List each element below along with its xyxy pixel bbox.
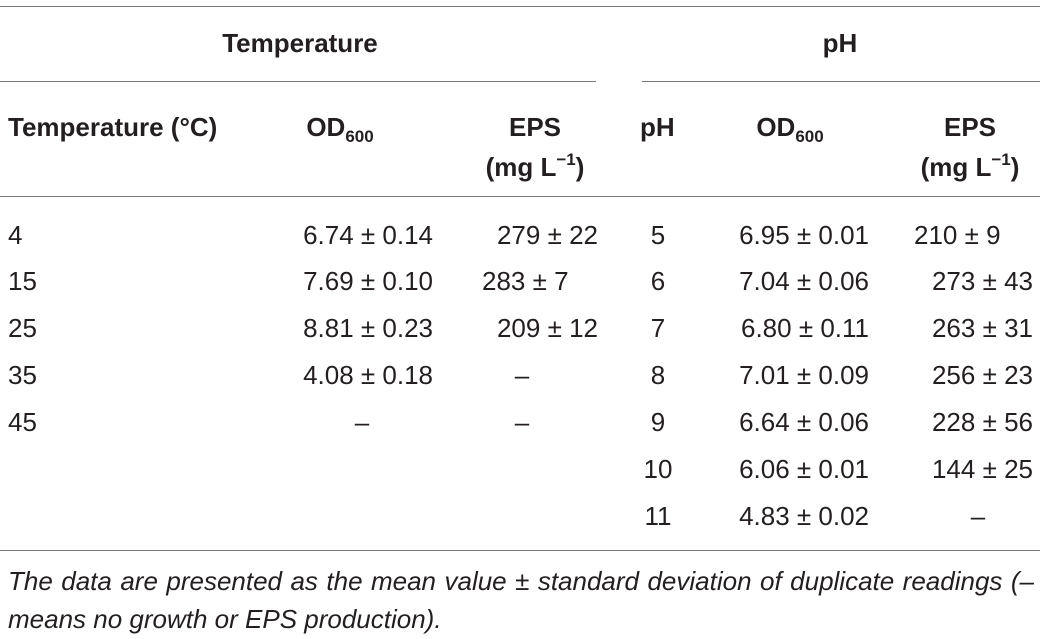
- cell-ph: 5: [650, 220, 666, 250]
- cell-temperature: 4: [8, 220, 23, 250]
- cell-od: 6.64 ± 0.06: [739, 407, 869, 437]
- table-row-ph-6: 10 6.06 ± 0.01 144 ± 25: [620, 454, 1040, 484]
- cell-temperature: 25: [8, 313, 37, 343]
- cell-ph: 8: [650, 360, 666, 390]
- col-header-temperature: Temperature (°C): [8, 112, 218, 142]
- table-row-ph-2: 6 7.04 ± 0.06 273 ± 43: [620, 266, 1040, 296]
- table-row-ph-4: 8 7.01 ± 0.09 256 ± 23: [620, 360, 1040, 390]
- table-row-temp-4: 35 4.08 ± 0.18 –: [0, 360, 620, 390]
- cell-ph: 11: [644, 501, 672, 531]
- table-row-temp-5: 45 – –: [0, 407, 620, 437]
- cell-eps: 210 ± 9: [914, 220, 1001, 250]
- col-header-ph-od: OD600: [756, 112, 824, 146]
- col-header-ph-eps: EPS (mg L−1): [920, 112, 1020, 182]
- od-subscript: 600: [795, 127, 824, 146]
- table-footnote: The data are presented as the mean value…: [8, 566, 1034, 634]
- ph-group-rule: [642, 81, 1040, 82]
- cell-eps: –: [514, 407, 530, 437]
- cell-ph: 7: [650, 313, 666, 343]
- cell-od: 6.74 ± 0.14: [303, 220, 433, 250]
- cell-od: 6.95 ± 0.01: [739, 220, 869, 250]
- cell-od: 7.01 ± 0.09: [739, 360, 869, 390]
- group-header-temperature: Temperature: [222, 28, 378, 58]
- cell-eps: 263 ± 31: [931, 313, 1033, 343]
- col-header-temp-od: OD600: [306, 112, 374, 146]
- table-row-ph-1: 5 6.95 ± 0.01 210 ± 9: [620, 220, 1040, 250]
- cell-eps: 279 ± 22: [496, 220, 598, 250]
- cell-eps: 256 ± 23: [931, 360, 1033, 390]
- table-row-temp-2: 15 7.69 ± 0.10 283 ± 7: [0, 266, 620, 296]
- cell-od: –: [354, 407, 370, 437]
- cell-eps: –: [970, 501, 986, 531]
- table-row-ph-7: 11 4.83 ± 0.02 –: [620, 501, 1040, 531]
- od-subscript: 600: [345, 127, 374, 146]
- bottom-rule: [0, 550, 1040, 551]
- cell-eps: 273 ± 43: [931, 266, 1033, 296]
- cell-temperature: 35: [8, 360, 37, 390]
- table-row-temp-1: 4 6.74 ± 0.14 279 ± 22: [0, 220, 620, 250]
- cell-od: 6.06 ± 0.01: [739, 454, 869, 484]
- cell-od: 8.81 ± 0.23: [303, 313, 433, 343]
- cell-od: 7.69 ± 0.10: [303, 266, 433, 296]
- cell-eps: 209 ± 12: [496, 313, 598, 343]
- cell-ph: 9: [650, 407, 666, 437]
- col-header-ph: pH: [640, 112, 675, 142]
- col-header-temp-eps: EPS (mg L−1): [485, 112, 585, 182]
- cell-eps: 144 ± 25: [931, 454, 1033, 484]
- cell-ph: 10: [643, 454, 673, 484]
- cell-ph: 6: [650, 266, 666, 296]
- cell-od: 4.08 ± 0.18: [303, 360, 433, 390]
- top-rule: [0, 6, 1040, 7]
- temperature-group-rule: [0, 81, 596, 82]
- cell-eps: –: [514, 360, 530, 390]
- cell-od: 7.04 ± 0.06: [739, 266, 869, 296]
- table-row-ph-3: 7 6.80 ± 0.11 263 ± 31: [620, 313, 1040, 343]
- cell-temperature: 45: [8, 407, 37, 437]
- cell-od: 6.80 ± 0.11: [741, 313, 869, 343]
- table-row-temp-3: 25 8.81 ± 0.23 209 ± 12: [0, 313, 620, 343]
- cell-temperature: 15: [8, 266, 37, 296]
- cell-eps: 283 ± 7: [482, 266, 569, 296]
- header-rule: [0, 196, 1040, 197]
- cell-eps: 228 ± 56: [931, 407, 1033, 437]
- group-header-ph: pH: [822, 28, 858, 58]
- cell-od: 4.83 ± 0.02: [739, 501, 869, 531]
- table-row-ph-5: 9 6.64 ± 0.06 228 ± 56: [620, 407, 1040, 437]
